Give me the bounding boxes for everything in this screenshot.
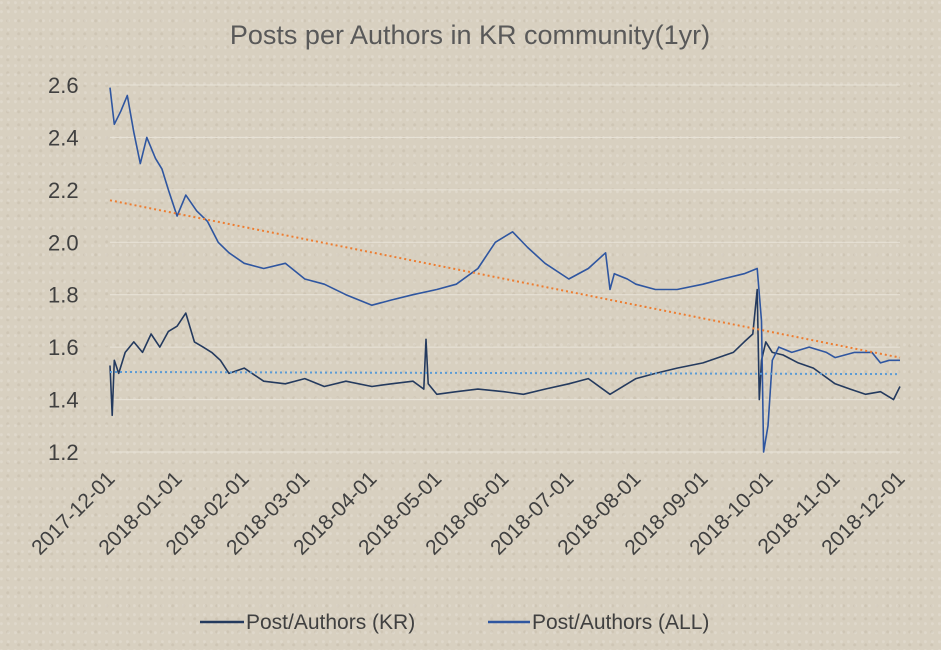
series-line-trend_all — [109, 199, 901, 359]
y-tick-label: 2.2 — [48, 178, 79, 203]
y-tick-label: 2.6 — [48, 73, 79, 98]
y-tick-label: 1.8 — [48, 283, 79, 308]
y-axis: 1.2 1.4 1.6 1.8 2.0 2.2 2.4 2.6 — [48, 73, 79, 465]
y-tick-label: 2.0 — [48, 230, 79, 255]
x-axis: 2017-12-012018-01-012018-02-012018-03-01… — [27, 467, 909, 559]
series-line-trend_kr — [109, 371, 901, 376]
series-line-all — [109, 87, 900, 453]
series-layer — [109, 87, 901, 453]
chart-title: Posts per Authors in KR community(1yr) — [230, 20, 710, 50]
legend: Post/Authors (KR) Post/Authors (ALL) — [200, 611, 709, 634]
legend-label-kr: Post/Authors (KR) — [246, 611, 415, 634]
gridlines — [110, 84, 900, 453]
series-line-kr — [109, 288, 901, 417]
y-tick-label: 1.2 — [48, 440, 79, 465]
y-tick-label: 1.4 — [48, 388, 79, 413]
legend-label-all: Post/Authors (ALL) — [532, 611, 709, 634]
y-tick-label: 2.4 — [48, 125, 79, 150]
y-tick-label: 1.6 — [48, 335, 79, 360]
